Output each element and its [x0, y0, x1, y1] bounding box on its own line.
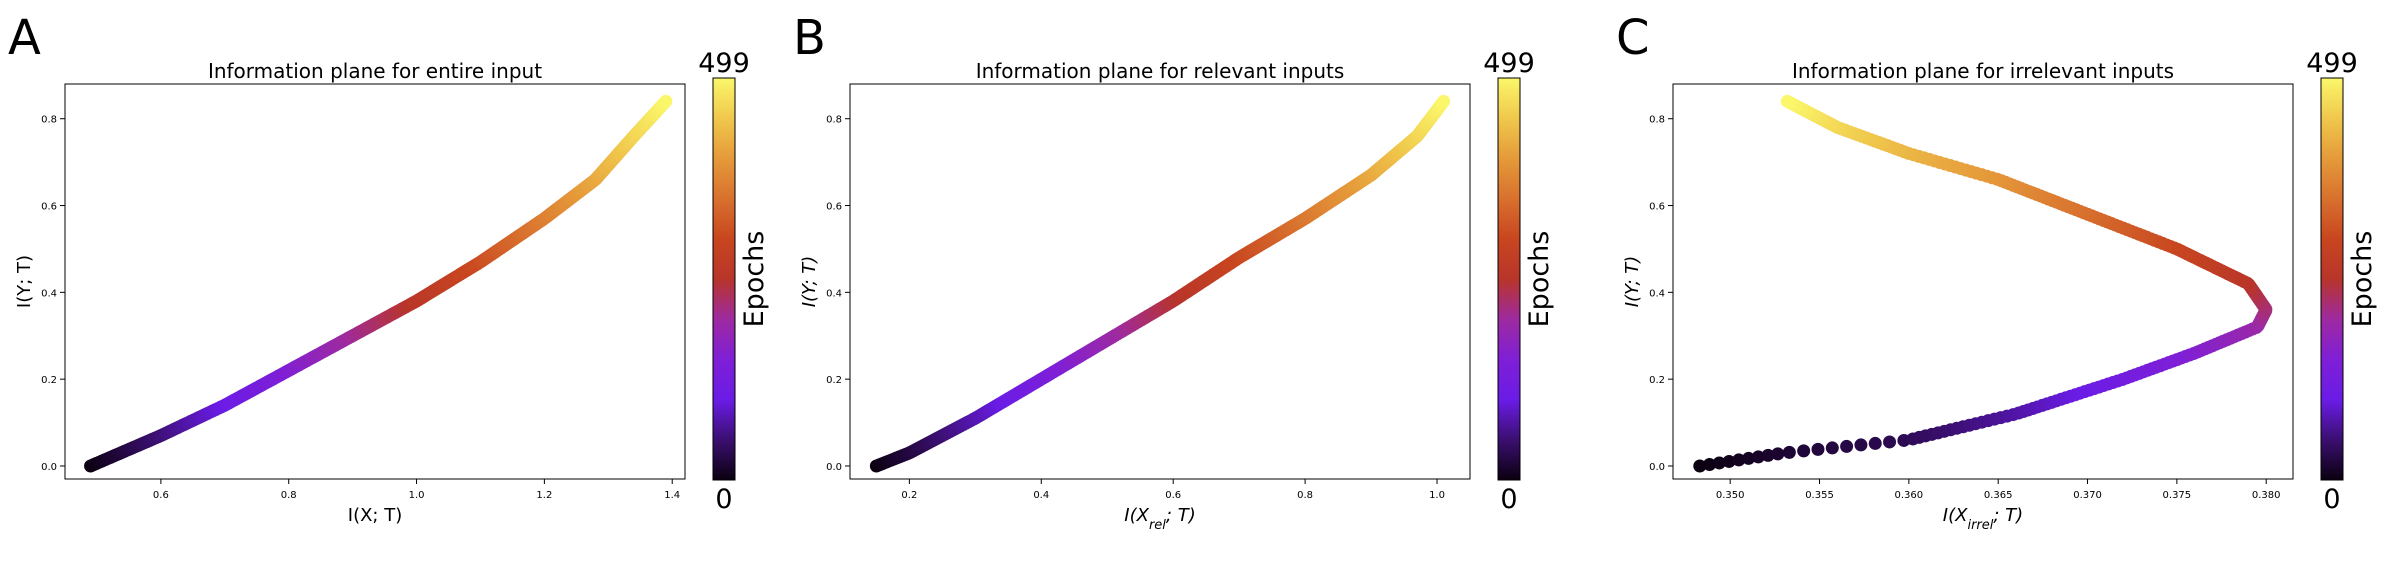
chart-svg: A Information plane for entire input 0.6 0.… [8, 10, 770, 526]
data-point [1883, 435, 1897, 449]
x-tick-label: 0.8 [1297, 490, 1313, 501]
y-tick-label: 0.4 [1649, 288, 1665, 299]
x-tick-label: 0.6 [153, 490, 169, 501]
x-axis-label: I(X; T) [348, 505, 402, 526]
panel-b: B Information plane for relevant inputs 0.… [785, 0, 1565, 565]
data-point [1693, 459, 1707, 473]
data-point [1797, 444, 1811, 458]
trajectory [1693, 94, 2273, 473]
plot-frame [64, 83, 686, 480]
x-tick-label: 0.4 [1033, 490, 1049, 501]
chart-title: Information plane for relevant inputs [976, 59, 1345, 83]
colorbar-max-label: 499 [2306, 48, 2358, 79]
colorbar [2320, 77, 2344, 481]
data-point [1854, 438, 1868, 452]
x-tick-label: 1.2 [536, 490, 552, 501]
y-tick-label: 0.6 [1649, 202, 1665, 213]
data-point [1811, 442, 1825, 456]
x-tick-label: 0.380 [2252, 490, 2281, 501]
data-point [1825, 441, 1839, 455]
data-point [1703, 457, 1717, 471]
data-point [1868, 436, 1882, 450]
y-tick-label: 0.6 [41, 202, 57, 213]
y-tick-label: 0.0 [1649, 462, 1665, 473]
x-tick-label: 0.375 [2163, 490, 2192, 501]
x-axis-label: I(Xrel; T) [1124, 505, 1195, 533]
panel-a: A Information plane for entire input 0.6 0.… [0, 0, 780, 565]
panel-letter: C [1616, 10, 1650, 66]
plot-frame [849, 83, 1471, 480]
y-tick-label: 0.8 [41, 115, 57, 126]
trajectory [869, 94, 1451, 473]
plot-frame [1672, 83, 2294, 480]
x-tick-label: 1.4 [664, 490, 680, 501]
chart-svg: C Information plane for irrelevant inputs… [1616, 10, 2378, 533]
panel-letter: A [8, 10, 41, 66]
y-tick-label: 0.4 [826, 288, 842, 299]
x-tick-label: 0.8 [281, 490, 297, 501]
colorbar-min-label: 0 [1500, 484, 1517, 515]
data-point [1437, 94, 1451, 108]
x-tick-label: 1.0 [409, 490, 425, 501]
data-point [1780, 94, 1794, 108]
y-tick-label: 0.8 [1649, 115, 1665, 126]
colorbar-max-label: 499 [698, 48, 750, 79]
y-tick-label: 0.0 [41, 462, 57, 473]
colorbar-min-label: 0 [2323, 484, 2340, 515]
x-tick-label: 0.2 [901, 490, 917, 501]
data-point [1782, 445, 1796, 459]
x-tick-label: 0.370 [2073, 490, 2102, 501]
trajectory [84, 94, 673, 473]
data-point [1742, 451, 1756, 465]
x-tick-label: 0.350 [1716, 490, 1745, 501]
x-tick-label: 0.6 [1165, 490, 1181, 501]
data-point [1712, 456, 1726, 470]
y-tick-label: 0.8 [826, 115, 842, 126]
y-axis-label: I(Y; T) [799, 256, 820, 308]
panel-letter: B [793, 10, 826, 66]
colorbar-label: Epochs [2347, 231, 2378, 328]
chart-svg: B Information plane for relevant inputs 0.… [793, 10, 1555, 533]
y-tick-label: 0.2 [41, 375, 57, 386]
data-point [1840, 439, 1854, 453]
data-point [1722, 454, 1736, 468]
x-tick-label: 1.0 [1429, 490, 1445, 501]
colorbar [712, 77, 736, 481]
y-tick-label: 0.2 [1649, 375, 1665, 386]
colorbar-label: Epochs [1524, 231, 1555, 328]
colorbar-max-label: 499 [1483, 48, 1535, 79]
panel-c: C Information plane for irrelevant inputs… [1608, 0, 2388, 565]
x-axis-label: I(Xirrel; T) [1943, 505, 2023, 533]
data-point [1751, 450, 1765, 464]
y-axis-label: I(Y; T) [1622, 256, 1643, 308]
x-tick-label: 0.355 [1805, 490, 1834, 501]
y-tick-label: 0.6 [826, 202, 842, 213]
data-point [1761, 448, 1775, 462]
chart-title: Information plane for irrelevant inputs [1792, 59, 2174, 83]
colorbar-min-label: 0 [715, 484, 732, 515]
y-axis-label: I(Y; T) [14, 255, 35, 308]
x-tick-label: 0.365 [1984, 490, 2013, 501]
y-tick-label: 0.0 [826, 462, 842, 473]
colorbar [1497, 77, 1521, 481]
data-point [659, 94, 673, 108]
chart-title: Information plane for entire input [208, 59, 542, 83]
data-point [1771, 447, 1785, 461]
data-point [1732, 453, 1746, 467]
x-tick-label: 0.360 [1895, 490, 1924, 501]
y-tick-label: 0.2 [826, 375, 842, 386]
y-tick-label: 0.4 [41, 288, 57, 299]
colorbar-label: Epochs [739, 231, 770, 328]
